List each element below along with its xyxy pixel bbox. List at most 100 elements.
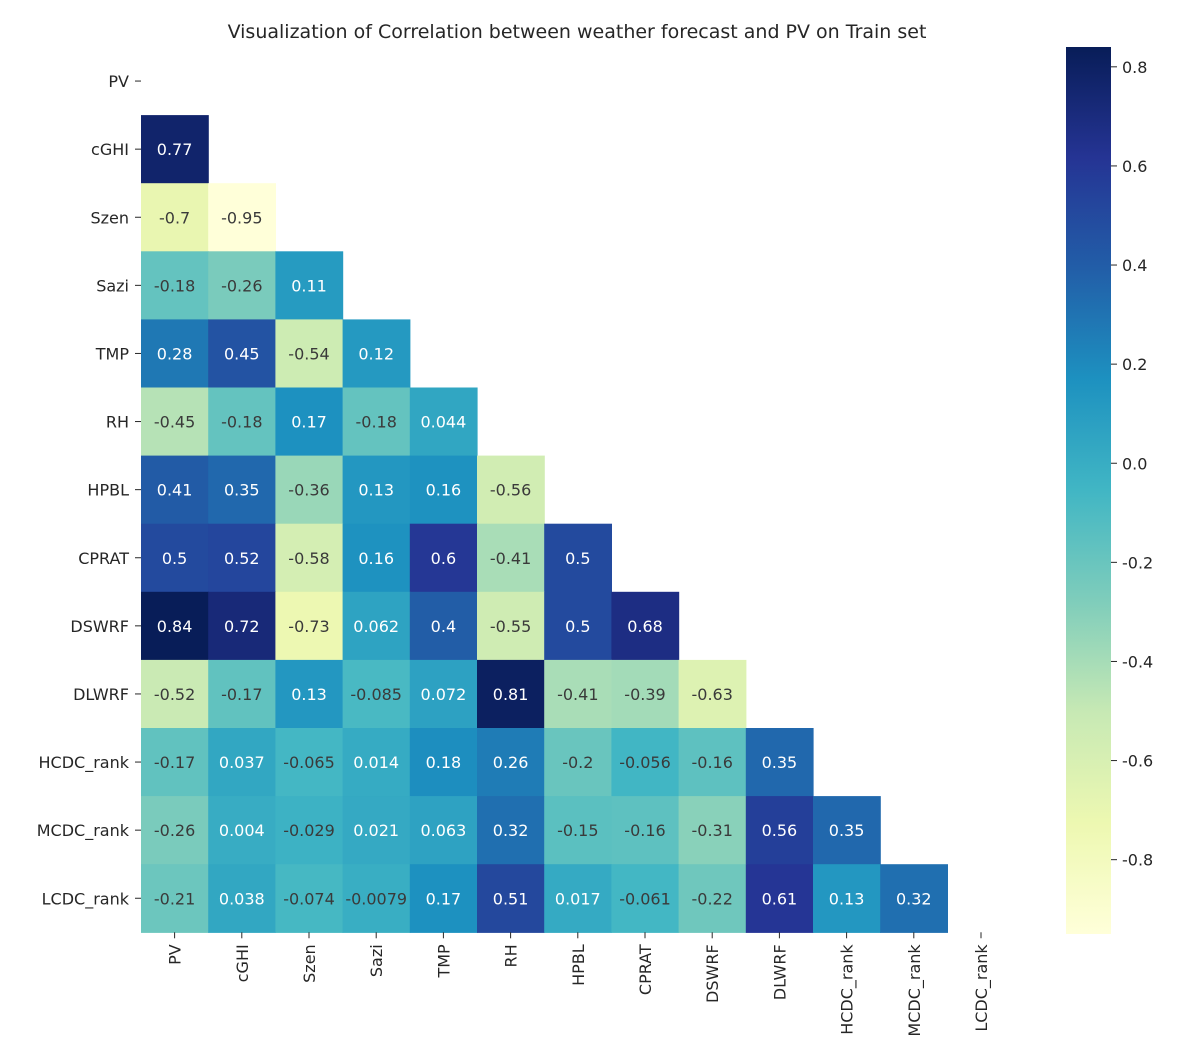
heatmap-cell	[409, 728, 478, 797]
cell-value-label: -0.52	[154, 685, 195, 704]
heatmap-cell	[342, 387, 411, 457]
cell-value-label: -0.45	[154, 413, 195, 432]
colorbar: 0.8 0.6 0.4 0.2 0.0 -0.2 -0.4 -0.6 -0.8	[1066, 47, 1153, 934]
y-tick-label: DSWRF	[70, 617, 129, 636]
heatmap-cell	[342, 591, 411, 661]
heatmap-cell	[275, 864, 344, 933]
cell-value-label: -0.95	[221, 208, 262, 227]
cell-value-label: 0.4	[431, 617, 456, 636]
cell-value-label: -0.074	[283, 889, 335, 908]
y-tick-label: PV	[108, 72, 129, 91]
colorbar-tick-label: -0.6	[1122, 752, 1153, 771]
x-tick-label: PV	[166, 944, 185, 965]
heatmap-cell	[611, 728, 680, 797]
cell-value-label: 0.16	[426, 481, 462, 500]
cell-value-label: 0.13	[358, 481, 394, 500]
heatmap-cell	[409, 523, 478, 593]
heatmap-cell-labels: 0.77 -0.7 -0.95 -0.18 -0.26 0.11 0.28 0.45 -0.54…	[154, 140, 932, 908]
cell-value-label: 0.037	[219, 753, 265, 772]
heatmap-cell	[342, 728, 411, 797]
heatmap-cell	[678, 659, 747, 729]
x-tick-label: CPRAT	[636, 944, 655, 995]
y-tick-label: HPBL	[87, 481, 129, 500]
cell-value-label: 0.17	[426, 889, 462, 908]
heatmap-cell	[813, 864, 881, 933]
heatmap-cell	[342, 455, 411, 525]
cell-value-label: -0.056	[619, 753, 671, 772]
colorbar-tick-label: 0.8	[1122, 58, 1147, 77]
cell-value-label: 0.45	[224, 344, 260, 363]
heatmap-cell	[208, 387, 276, 457]
heatmap-cell	[611, 796, 680, 865]
cell-value-label: 0.35	[762, 753, 798, 772]
heatmap-cell	[208, 659, 276, 729]
cell-value-label: -0.17	[221, 685, 262, 704]
x-axis: PV cGHI Szen Sazi TMP RH HPBL CPRAT DSWRF DLWRF HC…	[166, 932, 992, 1037]
cell-value-label: 0.5	[162, 549, 187, 568]
heatmap-cell	[544, 591, 612, 661]
heatmap-cell	[745, 796, 814, 865]
heatmap-cell	[477, 455, 545, 525]
cell-value-label: 0.11	[291, 276, 327, 295]
heatmap-cell	[275, 659, 344, 729]
heatmap-cell	[208, 796, 276, 865]
cell-value-label: 0.17	[291, 413, 327, 432]
cell-value-label: 0.063	[420, 821, 466, 840]
cell-value-label: -0.36	[288, 481, 329, 500]
heatmap-cell	[208, 251, 276, 320]
y-tick-label: DLWRF	[73, 685, 129, 704]
x-tick-label: Szen	[300, 944, 319, 983]
cell-value-label: 0.12	[358, 344, 394, 363]
cell-value-label: 0.18	[426, 753, 462, 772]
cell-value-label: -0.39	[624, 685, 665, 704]
heatmap-cell	[275, 387, 344, 457]
heatmap-cell	[208, 455, 276, 525]
y-tick-label: Szen	[90, 208, 129, 227]
heatmap-cell	[141, 591, 209, 661]
cell-value-label: -0.061	[619, 889, 671, 908]
heatmap-cell	[141, 455, 209, 525]
cell-value-label: -0.56	[490, 481, 531, 500]
cell-value-label: -0.0079	[345, 889, 407, 908]
heatmap-cell	[141, 115, 209, 184]
colorbar-tick-label: -0.8	[1122, 851, 1153, 870]
heatmap-cell	[409, 864, 478, 933]
heatmap-cell	[141, 864, 209, 933]
heatmap-cell	[342, 864, 411, 933]
x-tick-label: RH	[502, 944, 521, 967]
cell-value-label: 0.51	[493, 889, 529, 908]
heatmap-cell	[141, 796, 209, 865]
heatmap-cell	[409, 455, 478, 525]
heatmap-cell	[208, 183, 276, 252]
heatmap-cell	[880, 864, 948, 933]
colorbar-gradient	[1066, 47, 1111, 934]
cell-value-label: -0.41	[557, 685, 598, 704]
heatmap-cell	[208, 319, 276, 389]
cell-value-label: -0.55	[490, 617, 531, 636]
heatmap-cell	[141, 319, 209, 389]
x-tick-label: LCDC_rank	[972, 944, 992, 1032]
heatmap-cell	[275, 796, 344, 865]
heatmap-cell	[409, 591, 478, 661]
heatmap-cell	[477, 796, 545, 865]
heatmap-cell	[678, 796, 747, 865]
heatmap-cell	[141, 728, 209, 797]
heatmap-cell	[678, 728, 747, 797]
cell-value-label: -0.26	[221, 276, 262, 295]
heatmap-cell	[275, 455, 344, 525]
x-tick-label: DLWRF	[770, 944, 789, 1000]
cell-value-label: -0.2	[562, 753, 593, 772]
cell-value-label: 0.004	[219, 821, 265, 840]
x-tick-label: HCDC_rank	[838, 944, 858, 1035]
cell-value-label: -0.065	[283, 753, 335, 772]
heatmap-cell	[275, 591, 344, 661]
cell-value-label: -0.18	[355, 413, 396, 432]
heatmap-cell	[611, 659, 680, 729]
y-tick-label: CPRAT	[78, 549, 129, 568]
cell-value-label: 0.56	[762, 821, 798, 840]
colorbar-tick-label: 0.6	[1122, 157, 1147, 176]
cell-value-label: -0.21	[154, 889, 195, 908]
heatmap-cell	[141, 251, 209, 320]
cell-value-label: -0.029	[283, 821, 335, 840]
heatmap-cell	[208, 728, 276, 797]
